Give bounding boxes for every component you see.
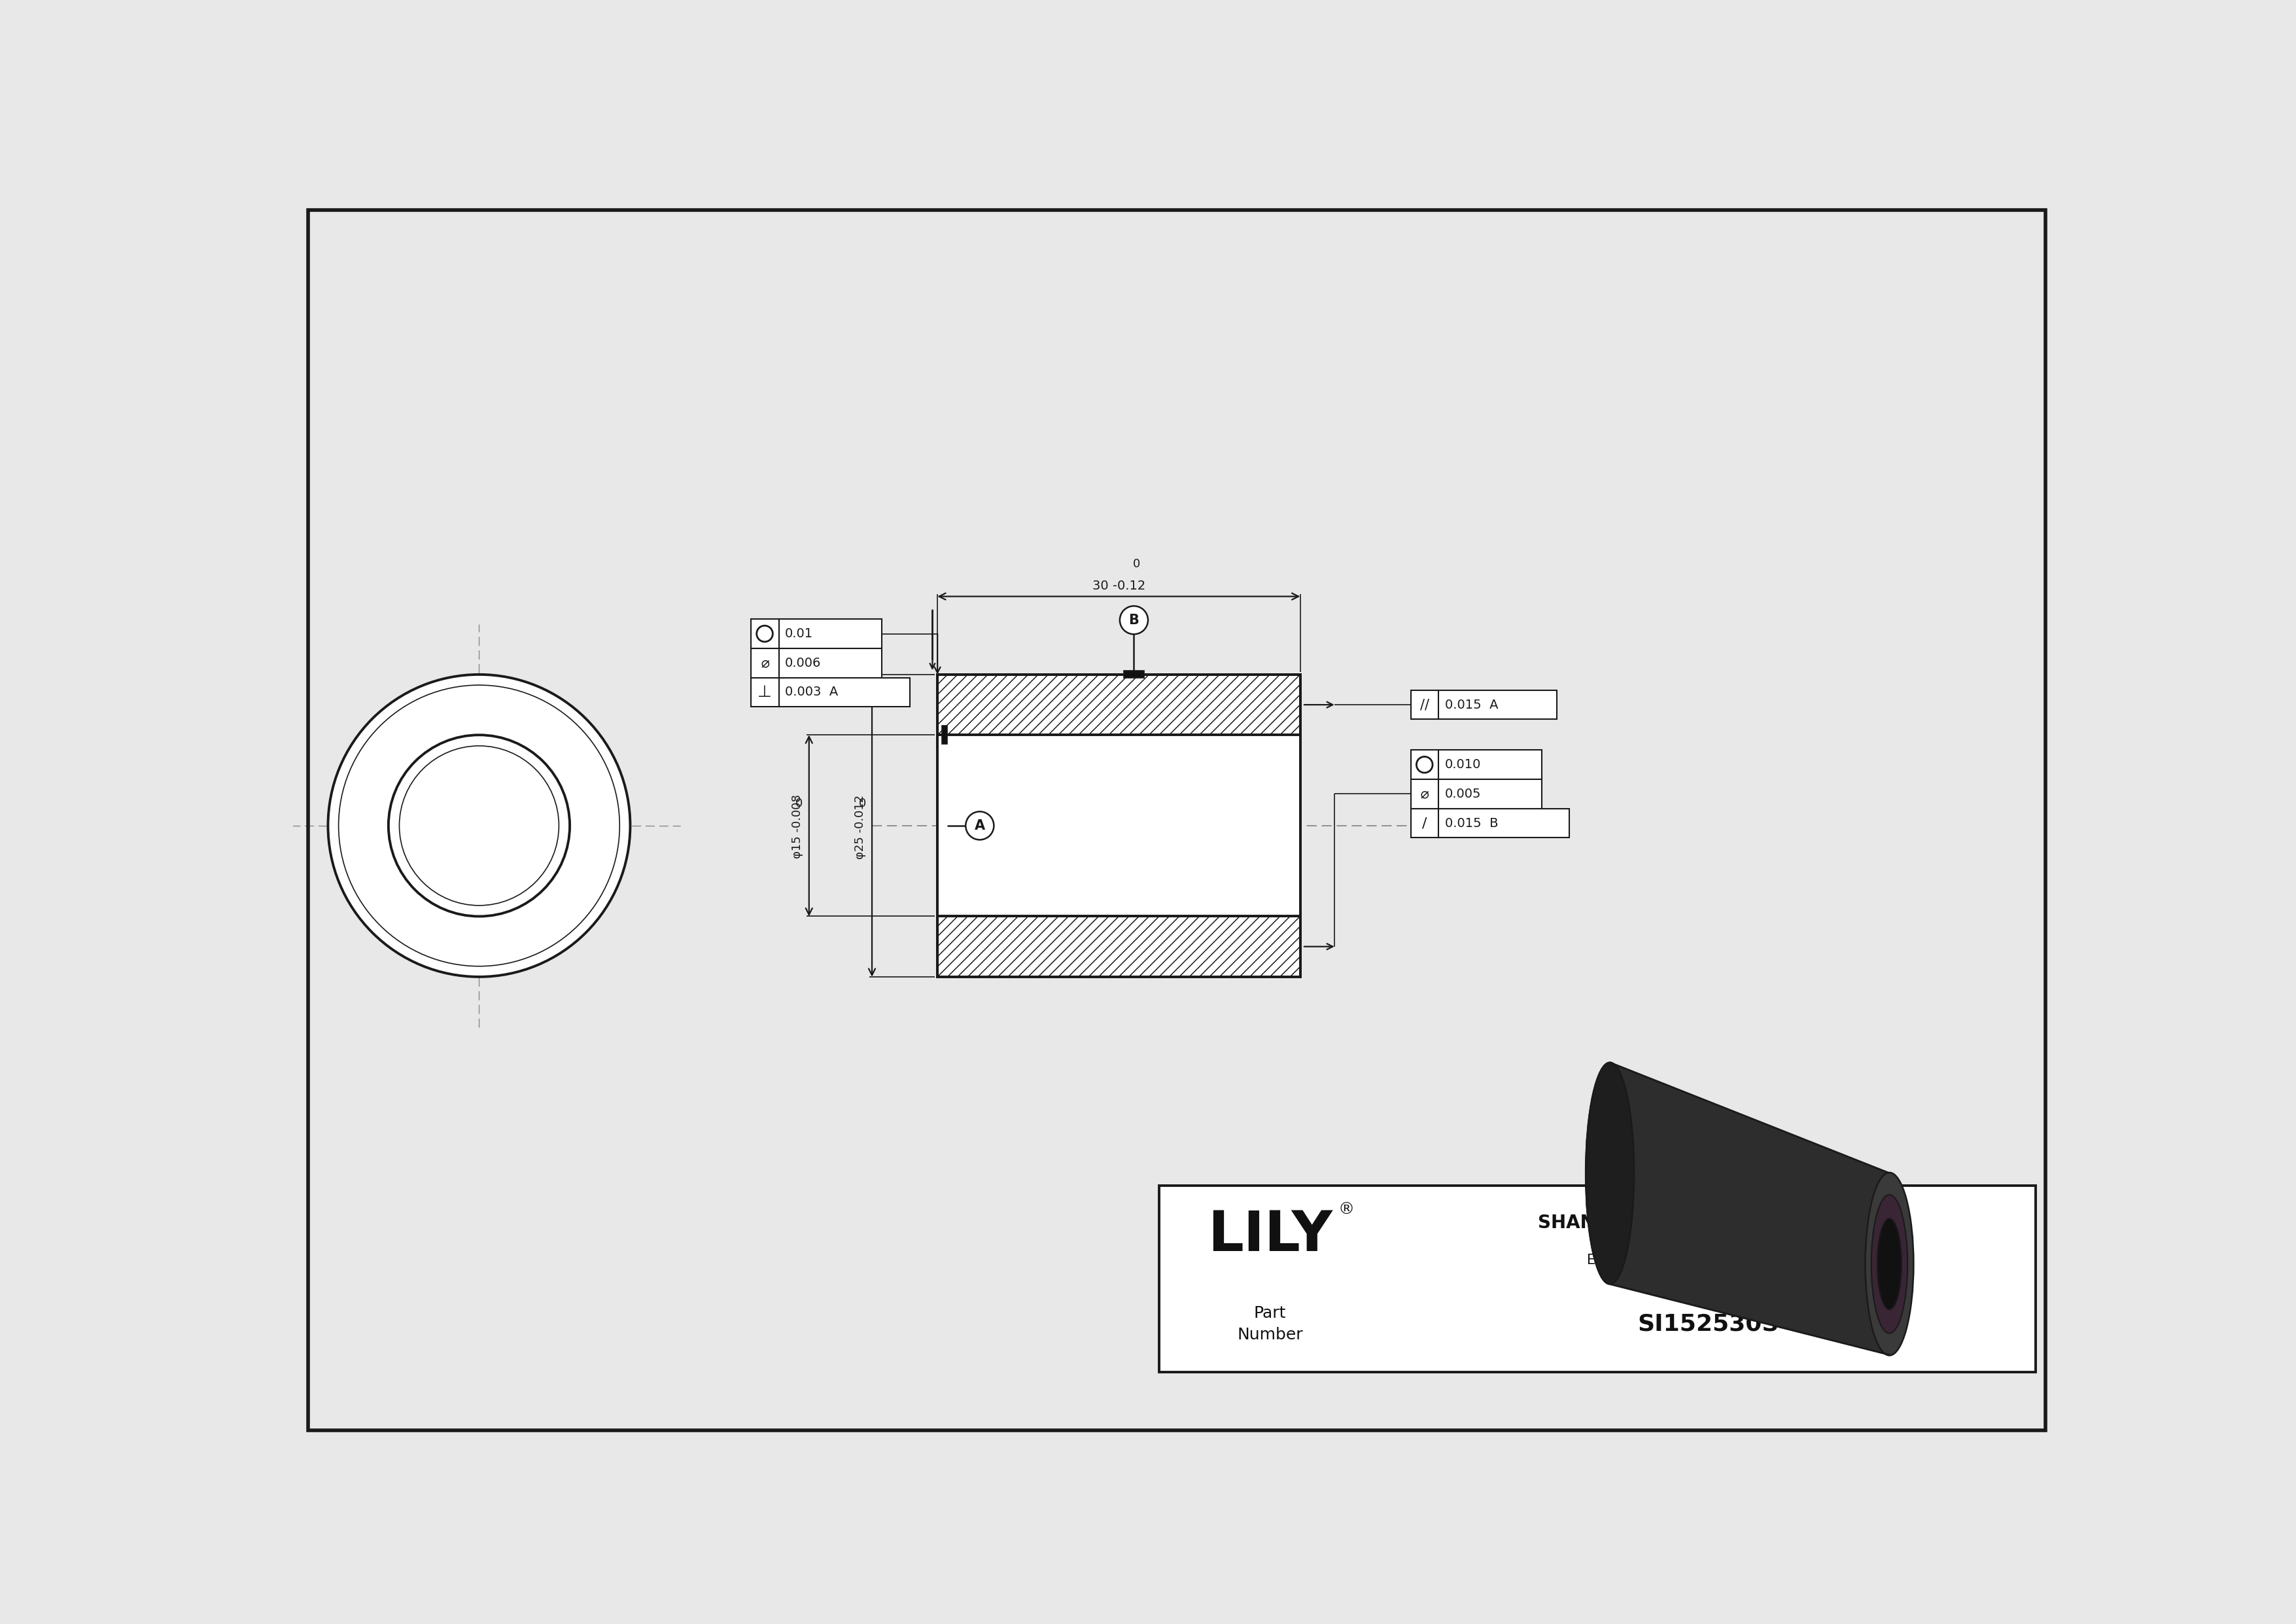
Circle shape	[758, 625, 774, 641]
Ellipse shape	[1864, 1173, 1913, 1356]
Bar	[1440, 750, 1543, 780]
Bar	[751, 648, 778, 677]
Bar	[1123, 671, 1143, 677]
Bar	[1440, 780, 1543, 809]
Circle shape	[1417, 757, 1433, 773]
Text: 0: 0	[797, 797, 804, 809]
Bar	[1412, 690, 1440, 719]
Bar	[1412, 780, 1440, 809]
Text: SI152530S: SI152530S	[1637, 1312, 1779, 1335]
Bar	[1440, 809, 1570, 838]
Bar	[937, 916, 1300, 976]
Text: B: B	[1130, 614, 1139, 627]
Text: 0.005: 0.005	[1444, 788, 1481, 801]
Bar	[1159, 1186, 2037, 1372]
Text: A: A	[974, 818, 985, 831]
Bar	[751, 619, 778, 648]
Circle shape	[388, 736, 569, 916]
Bar	[778, 677, 909, 706]
Bar	[1412, 750, 1440, 780]
Text: φ25 -0.012: φ25 -0.012	[854, 794, 866, 859]
Text: φ15 -0.008: φ15 -0.008	[792, 794, 804, 859]
Bar	[937, 736, 1300, 916]
Polygon shape	[1609, 1062, 1890, 1354]
Text: SHANGHAI LILY BEARING LIMITED: SHANGHAI LILY BEARING LIMITED	[1538, 1215, 1878, 1233]
Bar	[778, 648, 882, 677]
Text: 0.015  B: 0.015 B	[1444, 817, 1497, 830]
Text: ®: ®	[1339, 1202, 1355, 1218]
Bar	[778, 619, 882, 648]
Text: 0: 0	[1132, 559, 1141, 570]
Ellipse shape	[1871, 1195, 1908, 1333]
Text: 0.015  A: 0.015 A	[1444, 698, 1497, 711]
Circle shape	[1120, 606, 1148, 635]
Bar	[1440, 690, 1557, 719]
Circle shape	[338, 685, 620, 966]
Text: 0.010: 0.010	[1444, 758, 1481, 771]
Text: 30 -0.12: 30 -0.12	[1093, 580, 1146, 593]
Text: ⌀: ⌀	[1421, 788, 1428, 801]
Text: Part
Number: Part Number	[1238, 1306, 1302, 1343]
Text: ⌀: ⌀	[760, 656, 769, 669]
Bar	[937, 674, 1300, 976]
Bar	[1412, 809, 1440, 838]
Bar	[941, 726, 946, 744]
Circle shape	[328, 674, 629, 976]
Text: 0: 0	[859, 797, 866, 809]
Ellipse shape	[1878, 1218, 1901, 1309]
Text: 0.003  A: 0.003 A	[785, 685, 838, 698]
Text: ⊥: ⊥	[758, 684, 771, 700]
Bar	[937, 674, 1300, 736]
Text: Email: lilybearing@lily-bearing.com: Email: lilybearing@lily-bearing.com	[1587, 1254, 1830, 1267]
Circle shape	[400, 745, 558, 906]
Text: /: /	[1421, 817, 1426, 830]
Text: LILY: LILY	[1208, 1208, 1332, 1263]
Text: 0.006: 0.006	[785, 656, 822, 669]
Circle shape	[967, 812, 994, 840]
Text: //: //	[1419, 698, 1428, 711]
Text: 0.01: 0.01	[785, 627, 813, 640]
Ellipse shape	[1587, 1062, 1635, 1285]
Bar	[751, 677, 778, 706]
